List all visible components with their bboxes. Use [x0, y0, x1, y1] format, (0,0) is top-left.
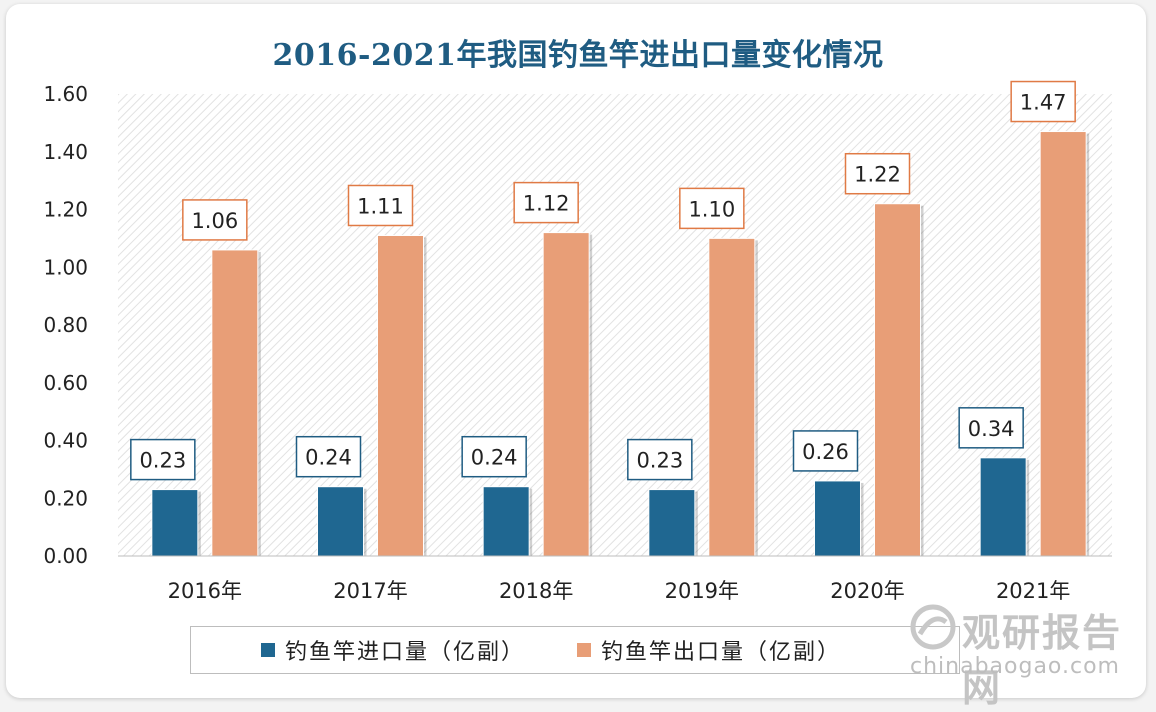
x-tick-label: 2019年 [665, 579, 739, 603]
data-label: 1.06 [191, 209, 238, 233]
data-label: 0.23 [139, 449, 186, 473]
data-label: 0.23 [636, 449, 683, 473]
y-tick-label: 1.40 [43, 140, 88, 164]
bar [151, 489, 199, 557]
chart-title: 2016-2021年我国钓鱼竿进出口量变化情况 [272, 38, 884, 73]
data-label-box [347, 184, 414, 227]
watermark-logo-icon [910, 604, 956, 650]
y-tick-label: 0.80 [43, 313, 88, 337]
legend-label-export: 钓鱼竿出口量（亿副） [601, 640, 842, 665]
y-tick-label: 0.00 [43, 544, 88, 568]
y-tick-label: 0.40 [43, 429, 88, 453]
data-label: 1.11 [357, 194, 404, 218]
data-label-box [1010, 80, 1076, 123]
x-tick-label: 2018年 [499, 579, 573, 603]
data-label-box [679, 187, 745, 230]
bar [648, 489, 696, 557]
y-tick-label: 0.60 [43, 371, 88, 395]
data-label: 1.12 [523, 192, 570, 216]
bar [317, 486, 364, 557]
legend: 钓鱼竿进口量（亿副） 钓鱼竿出口量（亿副） [190, 626, 960, 674]
legend-item-import: 钓鱼竿进口量（亿副） [261, 634, 525, 666]
bar [979, 457, 1027, 557]
bar [377, 234, 424, 557]
watermark-site: chinabaogao.com [910, 654, 1120, 679]
y-tick-label: 0.20 [43, 486, 88, 510]
legend-swatch-export [577, 643, 592, 657]
bar [542, 232, 590, 557]
x-tick-label: 2017年 [333, 579, 407, 603]
data-label-box [627, 438, 693, 481]
data-label-box [513, 181, 579, 224]
data-label: 1.10 [688, 197, 735, 221]
data-label: 1.47 [1020, 91, 1067, 115]
bar [814, 480, 861, 557]
legend-swatch-import [261, 643, 275, 657]
x-tick-label: 2016年 [168, 579, 242, 603]
plot-area-background [118, 94, 1112, 556]
legend-label-import: 钓鱼竿进口量（亿副） [285, 640, 526, 665]
data-label: 1.22 [854, 163, 901, 187]
data-label-box [130, 438, 196, 481]
bar [874, 203, 921, 557]
watermark: 观研报告网 chinabaogao.com [906, 598, 1146, 710]
data-label-box [461, 435, 527, 478]
y-tick-label: 1.00 [43, 255, 88, 279]
x-axis: 2016年 2017年 2018年 2019年 2020年 2021年 [118, 555, 1112, 603]
y-tick-label: 1.60 [43, 82, 88, 106]
watermark-name: 观研报告网 [962, 611, 1123, 710]
data-label-box [182, 199, 248, 241]
bar [708, 237, 756, 557]
data-label-box [295, 435, 362, 478]
value-labels-group: 0.23 1.06 0.24 1.11 0.24 1.12 0.23 1.10 0.26 1.22… [130, 80, 1076, 481]
x-tick-label: 2020年 [830, 579, 904, 603]
x-tick-label: 2021年 [996, 579, 1070, 603]
y-tick-label: 1.20 [43, 198, 88, 222]
data-label-box [792, 430, 859, 472]
data-label: 0.24 [471, 446, 518, 470]
y-axis: 0.00 0.20 0.40 0.60 0.80 1.00 1.20 1.40 1.60 [43, 82, 88, 568]
bar [211, 249, 259, 557]
bars-group [151, 131, 1090, 557]
data-label: 0.26 [802, 440, 849, 464]
bar [1039, 131, 1087, 557]
data-label: 0.24 [305, 446, 352, 470]
legend-item-export: 钓鱼竿出口量（亿副） [577, 634, 841, 666]
data-label-box [958, 407, 1024, 449]
bar [482, 486, 530, 557]
data-label-box [844, 152, 911, 195]
data-label: 0.34 [968, 417, 1015, 441]
